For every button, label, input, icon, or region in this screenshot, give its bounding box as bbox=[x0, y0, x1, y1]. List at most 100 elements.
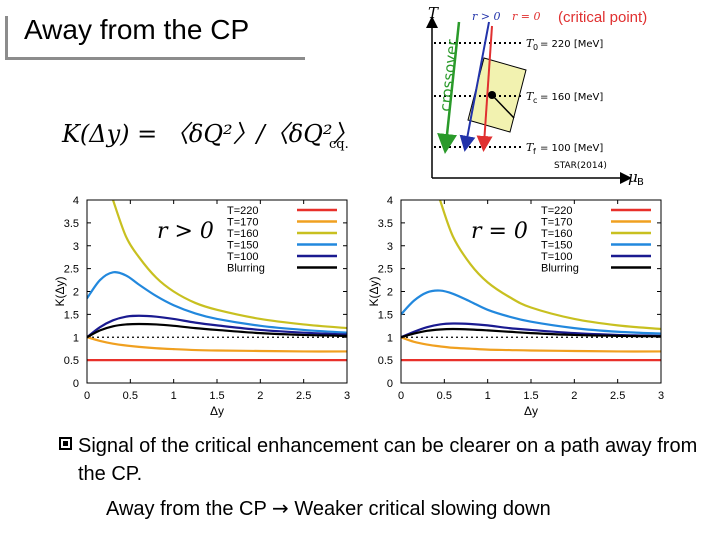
chart-title: r > 0 bbox=[157, 219, 214, 244]
kurtosis-formula: K(Δy) = 〈δQ²〉/〈δQ²〉 cq. bbox=[61, 120, 357, 152]
y-tick-label: 2 bbox=[387, 287, 393, 299]
x-tick-label: 0 bbox=[398, 390, 404, 402]
crossover-path-arrow bbox=[437, 21, 461, 154]
y-tick-label: 3.5 bbox=[378, 218, 393, 230]
y-tick-label: 2 bbox=[73, 287, 79, 299]
tc-label: T bbox=[526, 90, 535, 103]
legend-label: T=170 bbox=[227, 217, 259, 229]
r-zero-path-arrow bbox=[476, 25, 493, 152]
right-arrow-icon: → bbox=[272, 496, 289, 520]
legend-label: T=100 bbox=[227, 251, 259, 263]
plot-frame bbox=[400, 199, 662, 384]
x-tick-label: 2 bbox=[571, 390, 577, 402]
r-positive-label: r > 0 bbox=[472, 10, 500, 23]
legend-label: Blurring bbox=[541, 263, 579, 275]
series-line-t-160 bbox=[438, 200, 661, 331]
x-axis-label: Δy bbox=[524, 404, 538, 418]
series-line-t-150 bbox=[401, 289, 661, 335]
tf-label: T bbox=[526, 141, 535, 154]
first-order-boundary bbox=[491, 94, 515, 119]
y-tick-label: 2.5 bbox=[378, 264, 393, 276]
x-tick-label: 1.5 bbox=[523, 390, 538, 402]
kurtosis-chart-r-zero: 0 0.5 1 1.5 2 2.5 3 3.5 4 0 0.5 1 1.5 2 2.5 3 Δy K(Δy) r =… bbox=[367, 195, 664, 418]
formula-text: K(Δy) = 〈δQ²〉/〈δQ²〉 bbox=[61, 120, 357, 148]
legend-label: T=220 bbox=[227, 205, 259, 217]
x-tick-label: 1.5 bbox=[209, 390, 224, 402]
critical-point-note: (critical point) bbox=[558, 9, 647, 26]
r-zero-label: r = 0 bbox=[512, 10, 540, 23]
x-tick-label: 2.5 bbox=[610, 390, 625, 402]
y-axis-label: K(Δy) bbox=[367, 276, 381, 306]
x-tick-label: 1 bbox=[171, 390, 177, 402]
legend-label: T=170 bbox=[541, 217, 573, 229]
x-tick-label: 2.5 bbox=[296, 390, 311, 402]
tf-subscript: f bbox=[533, 147, 536, 156]
conclusion-left: Away from the CP bbox=[106, 498, 267, 520]
y-tick-label: 1.5 bbox=[64, 309, 79, 321]
star-reference: STAR(2014) bbox=[554, 161, 607, 171]
x-axis-label: Δy bbox=[210, 404, 224, 418]
slide-title: Away from the CP bbox=[24, 14, 250, 45]
r-positive-path-arrow bbox=[459, 21, 490, 152]
legend-label: T=160 bbox=[227, 228, 259, 240]
y-tick-label: 1 bbox=[387, 332, 393, 344]
phase-diagram: T μ B crossover r > 0 r = 0 (critical po… bbox=[426, 4, 647, 188]
t0-subscript: 0 bbox=[533, 43, 538, 52]
critical-point-marker bbox=[488, 91, 496, 99]
legend-label: T=150 bbox=[541, 240, 573, 252]
y-tick-label: 3.5 bbox=[64, 218, 79, 230]
formula-subscript: cq. bbox=[329, 137, 349, 152]
tc-value: = 160 [MeV] bbox=[540, 92, 603, 103]
series-line-t-170 bbox=[87, 336, 347, 353]
x-tick-label: 1 bbox=[485, 390, 491, 402]
x-tick-label: 0.5 bbox=[437, 390, 452, 402]
y-axis-label: K(Δy) bbox=[53, 276, 67, 306]
y-tick-label: 0 bbox=[73, 378, 79, 390]
y-tick-label: 0 bbox=[387, 378, 393, 390]
x-tick-label: 3 bbox=[344, 390, 350, 402]
t-axis-label: T bbox=[428, 4, 439, 22]
series-line-blurring bbox=[401, 327, 661, 339]
y-tick-label: 0.5 bbox=[64, 355, 79, 367]
y-tick-label: 1 bbox=[73, 332, 79, 344]
kurtosis-chart-r-positive: 0 0.5 1 1.5 2 2.5 3 3.5 4 0 0.5 1 1.5 2 2.5 3 Δy K(Δy) r >… bbox=[53, 195, 350, 418]
series-line-t-170 bbox=[401, 336, 661, 353]
series-line-t-100 bbox=[87, 314, 347, 339]
t0-label: T bbox=[526, 37, 535, 50]
legend-label: T=100 bbox=[541, 251, 573, 263]
legend-label: T=150 bbox=[227, 240, 259, 252]
critical-region-box bbox=[467, 57, 527, 133]
x-tick-label: 0 bbox=[84, 390, 90, 402]
bullet-checkbox-icon bbox=[59, 437, 72, 450]
series-line-blurring bbox=[87, 322, 347, 339]
y-tick-label: 4 bbox=[387, 195, 393, 207]
conclusion-line: Away from the CP → Weaker critical slowi… bbox=[106, 496, 551, 521]
chart-title: r = 0 bbox=[471, 219, 528, 244]
tf-value: = 100 [MeV] bbox=[540, 143, 603, 154]
y-tick-label: 3 bbox=[387, 241, 393, 253]
series-line-t-150 bbox=[87, 271, 347, 334]
tc-subscript: c bbox=[533, 96, 537, 105]
x-tick-label: 3 bbox=[658, 390, 664, 402]
mu-axis-label: μ bbox=[628, 168, 638, 186]
title-underline bbox=[5, 57, 305, 60]
y-tick-label: 2.5 bbox=[64, 264, 79, 276]
legend-label: T=160 bbox=[541, 228, 573, 240]
bullet-text: Signal of the critical enhancement can b… bbox=[78, 435, 698, 485]
y-tick-label: 1.5 bbox=[378, 309, 393, 321]
legend-label: T=220 bbox=[541, 205, 573, 217]
x-tick-label: 0.5 bbox=[123, 390, 138, 402]
title-accent-bar bbox=[5, 16, 8, 60]
y-tick-label: 3 bbox=[73, 241, 79, 253]
series-line-t-100 bbox=[401, 322, 661, 339]
y-tick-label: 4 bbox=[73, 195, 79, 207]
plot-frame bbox=[86, 199, 348, 384]
conclusion-right: Weaker critical slowing down bbox=[294, 498, 551, 520]
t0-value: = 220 [MeV] bbox=[540, 39, 603, 50]
mu-axis-subscript: B bbox=[637, 177, 644, 188]
series-line-t-160 bbox=[111, 200, 347, 330]
x-tick-label: 2 bbox=[257, 390, 263, 402]
crossover-label: crossover bbox=[436, 38, 462, 113]
y-tick-label: 0.5 bbox=[378, 355, 393, 367]
legend-label: Blurring bbox=[227, 263, 265, 275]
